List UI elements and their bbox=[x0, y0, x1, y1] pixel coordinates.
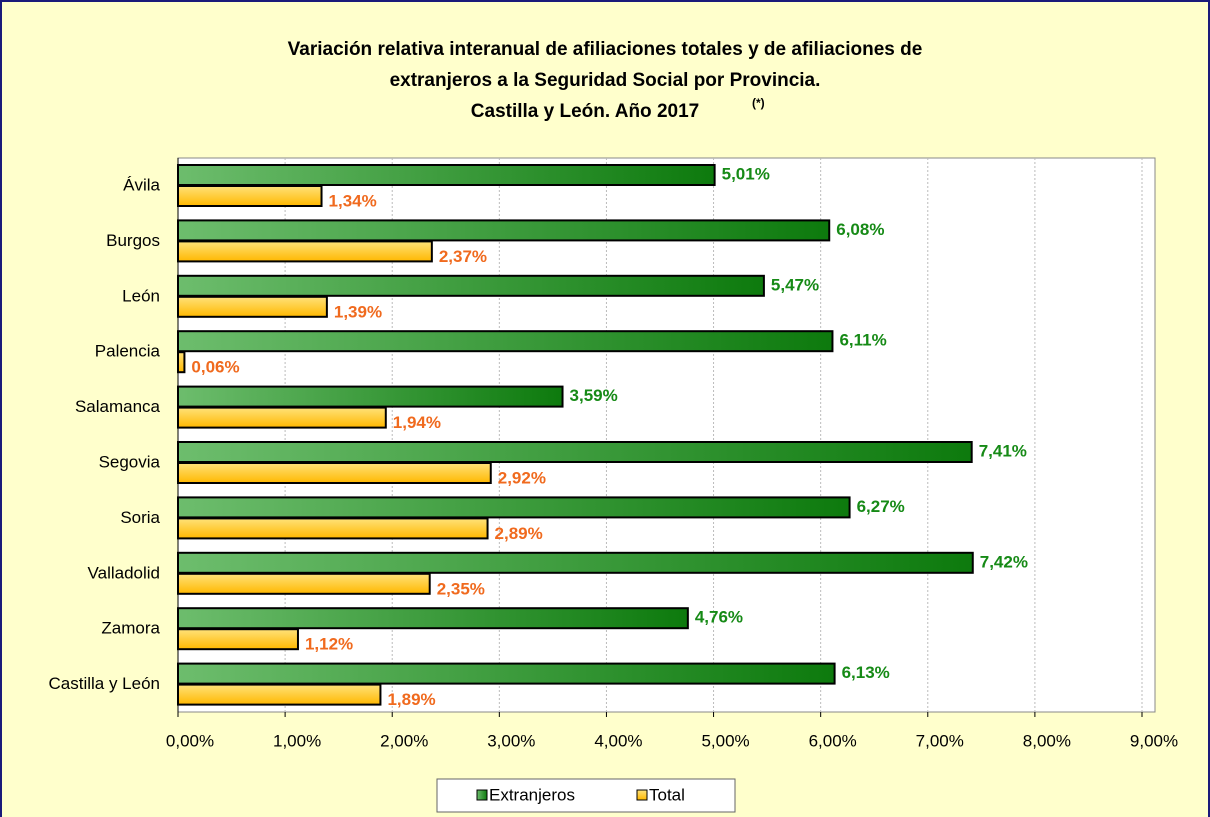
chart-title: Castilla y León. Año 2017 bbox=[471, 101, 699, 122]
x-tick-label: 2,00% bbox=[380, 731, 428, 750]
chart-title: Variación relativa interanual de afiliac… bbox=[288, 39, 923, 60]
legend-label: Extranjeros bbox=[489, 785, 575, 804]
x-tick-label: 7,00% bbox=[916, 731, 964, 750]
bar bbox=[177, 406, 387, 429]
value-label: 6,27% bbox=[857, 497, 905, 516]
value-label: 5,47% bbox=[771, 275, 819, 294]
value-label: 2,37% bbox=[439, 247, 487, 266]
bar bbox=[177, 572, 431, 595]
bar bbox=[177, 185, 323, 207]
x-tick-label: 4,00% bbox=[594, 731, 642, 750]
y-tick-label: Burgos bbox=[106, 231, 160, 250]
bar bbox=[177, 551, 974, 574]
bar bbox=[177, 164, 716, 186]
bar bbox=[177, 607, 689, 630]
value-label: 1,89% bbox=[387, 690, 435, 709]
bar bbox=[177, 240, 433, 263]
value-label: 2,35% bbox=[437, 579, 485, 598]
x-tick-label: 6,00% bbox=[809, 731, 857, 750]
bar bbox=[177, 295, 328, 318]
x-tick-label: 0,00% bbox=[166, 731, 214, 750]
bar bbox=[177, 517, 489, 540]
value-label: 7,41% bbox=[979, 441, 1027, 460]
value-label: 7,42% bbox=[980, 552, 1028, 571]
x-tick-label: 8,00% bbox=[1023, 731, 1071, 750]
bar bbox=[177, 683, 382, 706]
value-label: 1,34% bbox=[329, 191, 377, 210]
value-label: 5,01% bbox=[722, 164, 770, 183]
legend-swatch bbox=[636, 789, 648, 801]
value-label: 1,12% bbox=[305, 635, 353, 654]
x-tick-label: 5,00% bbox=[701, 731, 749, 750]
bar bbox=[177, 662, 836, 685]
bar bbox=[177, 330, 834, 353]
bar bbox=[177, 462, 492, 484]
y-tick-label: Palencia bbox=[95, 342, 161, 361]
bar bbox=[177, 628, 299, 651]
value-label: 2,89% bbox=[495, 524, 543, 543]
bar bbox=[177, 441, 973, 463]
chart-title: extranjeros a la Seguridad Social por Pr… bbox=[390, 70, 821, 91]
legend-swatch bbox=[476, 789, 488, 801]
y-tick-label: Zamora bbox=[101, 619, 160, 638]
y-tick-label: León bbox=[122, 286, 160, 305]
value-label: 6,13% bbox=[842, 663, 890, 682]
value-label: 3,59% bbox=[570, 386, 618, 405]
legend-label: Total bbox=[649, 785, 685, 804]
y-tick-label: Salamanca bbox=[75, 397, 161, 416]
bar bbox=[177, 219, 831, 242]
x-tick-label: 1,00% bbox=[273, 731, 321, 750]
bar bbox=[177, 496, 851, 519]
value-label: 1,94% bbox=[393, 413, 441, 432]
y-tick-label: Ávila bbox=[123, 175, 160, 194]
title-note: (*) bbox=[752, 96, 765, 110]
y-tick-label: Segovia bbox=[99, 452, 161, 471]
value-label: 6,11% bbox=[839, 331, 886, 350]
value-label: 1,39% bbox=[334, 302, 382, 321]
y-tick-label: Castilla y León bbox=[48, 674, 160, 693]
x-tick-label: 3,00% bbox=[487, 731, 535, 750]
value-label: 2,92% bbox=[498, 468, 546, 487]
bar bbox=[177, 274, 765, 297]
y-tick-label: Soria bbox=[120, 508, 160, 527]
x-tick-label: 9,00% bbox=[1130, 731, 1178, 750]
value-label: 4,76% bbox=[695, 608, 743, 627]
y-tick-label: Valladolid bbox=[88, 563, 160, 582]
bar bbox=[177, 385, 564, 408]
bar bbox=[177, 351, 186, 374]
value-label: 6,08% bbox=[836, 220, 884, 239]
value-label: 0,06% bbox=[191, 358, 239, 377]
